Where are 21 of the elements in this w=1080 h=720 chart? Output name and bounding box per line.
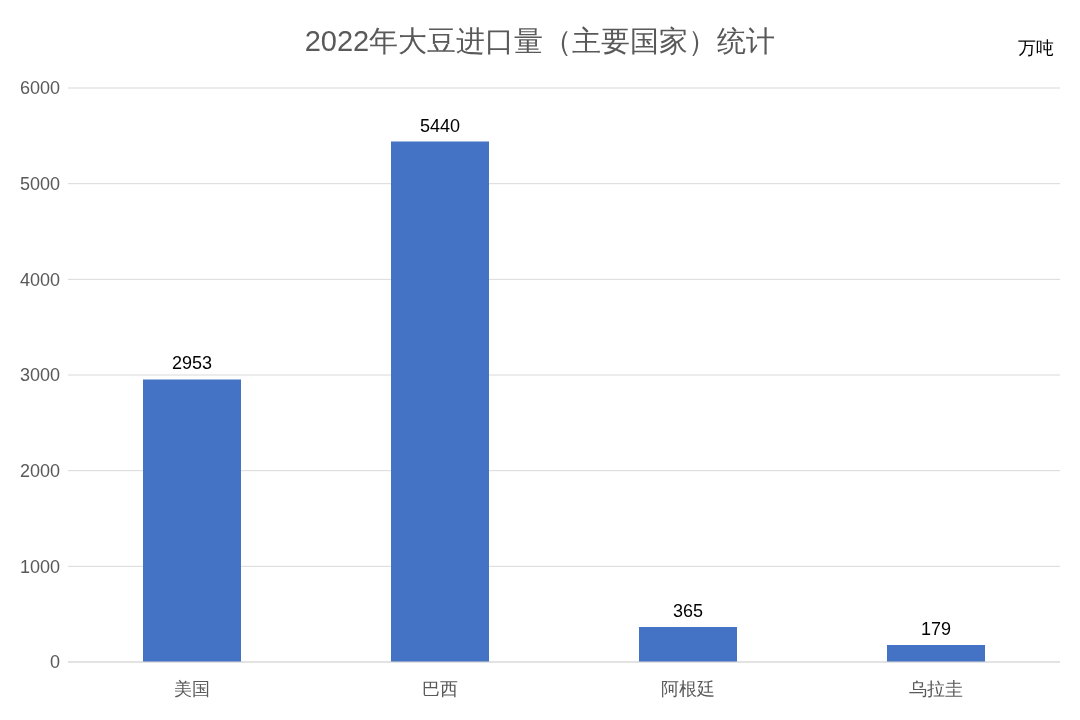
y-axis-title: 万吨 <box>1018 37 1054 60</box>
y-tick-label: 1000 <box>19 556 60 577</box>
data-label: 2953 <box>171 353 213 374</box>
y-tick-label: 5000 <box>19 174 60 195</box>
y-tick-label: 6000 <box>19 78 60 99</box>
bar <box>391 141 489 662</box>
x-tick-label: 巴西 <box>422 678 458 699</box>
y-tick-label: 3000 <box>19 365 60 386</box>
chart-title: 2022年大豆进口量（主要国家）统计 <box>304 25 776 57</box>
data-label: 365 <box>672 601 704 622</box>
data-label: 179 <box>920 618 952 639</box>
bar <box>143 379 241 662</box>
x-tick-label: 阿根廷 <box>661 678 715 699</box>
x-tick-label: 乌拉圭 <box>909 678 963 699</box>
bar <box>639 627 737 662</box>
bar <box>887 644 985 662</box>
x-tick-label: 美国 <box>174 678 210 699</box>
y-tick-label: 0 <box>49 652 60 673</box>
data-label: 5440 <box>419 115 461 136</box>
y-tick-label: 2000 <box>19 461 60 482</box>
y-tick-label: 4000 <box>19 269 60 290</box>
